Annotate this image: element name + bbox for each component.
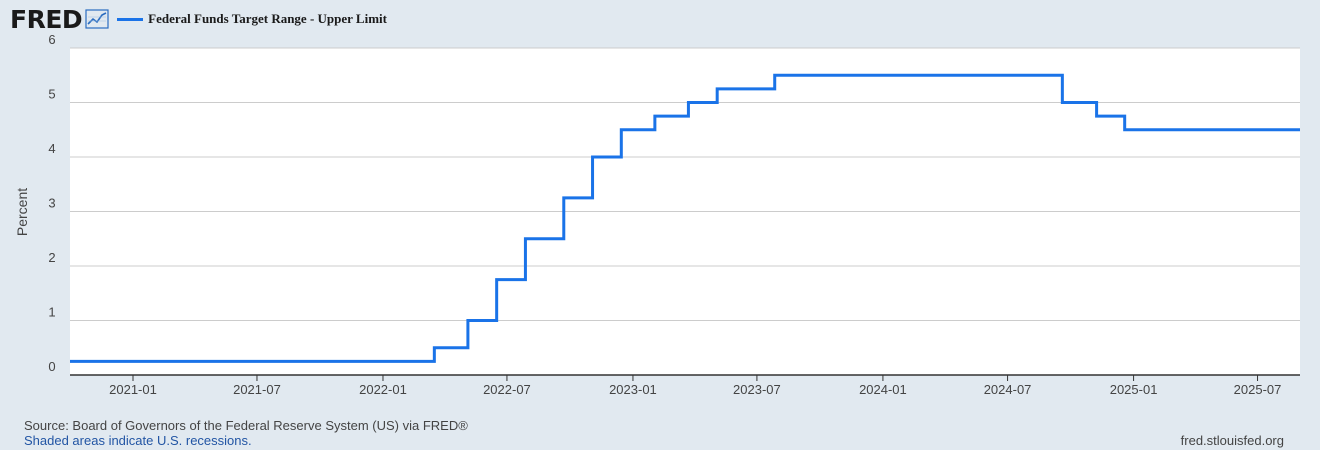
legend-swatch [117, 17, 144, 21]
y-axis-label: Percent [14, 188, 30, 236]
y-tick-label: 2 [48, 250, 55, 265]
series-line [70, 73, 1300, 363]
chart-header: FRED Federal Funds Target Range - Upper … [10, 4, 387, 34]
x-tick-label: 2021-01 [109, 382, 157, 397]
y-axis-ticks: 0 1 2 3 4 5 6 [48, 32, 55, 374]
x-tick-label: 2022-01 [359, 382, 407, 397]
fred-logo[interactable]: FRED [10, 4, 83, 34]
site-url[interactable]: fred.stlouisfed.org [1180, 433, 1284, 448]
y-tick-label: 6 [48, 32, 55, 47]
series-group [70, 73, 1300, 363]
x-tick-label: 2021-07 [233, 382, 281, 397]
grid-lines [70, 47, 1300, 321]
x-tick-label: 2024-01 [859, 382, 907, 397]
chart-footer: Source: Board of Governors of the Federa… [24, 418, 468, 448]
x-tick-label: 2023-07 [733, 382, 781, 397]
chart-legend: Federal Funds Target Range - Upper Limit [117, 11, 387, 27]
y-tick-label: 5 [48, 87, 55, 102]
x-tick-label: 2022-07 [483, 382, 531, 397]
x-tick-label: 2024-07 [984, 382, 1032, 397]
recession-note: Shaded areas indicate U.S. recessions. [24, 433, 252, 448]
x-tick-label: 2025-01 [1110, 382, 1158, 397]
y-tick-label: 1 [48, 305, 55, 320]
y-tick-label: 3 [48, 196, 55, 211]
y-tick-label: 0 [48, 359, 55, 374]
line-chart-icon [85, 9, 109, 29]
x-tick-label: 2023-01 [609, 382, 657, 397]
legend-label: Federal Funds Target Range - Upper Limit [148, 11, 387, 26]
source-note: Source: Board of Governors of the Federa… [24, 418, 468, 433]
y-tick-label: 4 [48, 141, 55, 156]
x-tick-label: 2025-07 [1234, 382, 1282, 397]
x-axis-ticks: 2021-01 2021-07 2022-01 2022-07 2023-01 2023-… [109, 375, 1281, 397]
